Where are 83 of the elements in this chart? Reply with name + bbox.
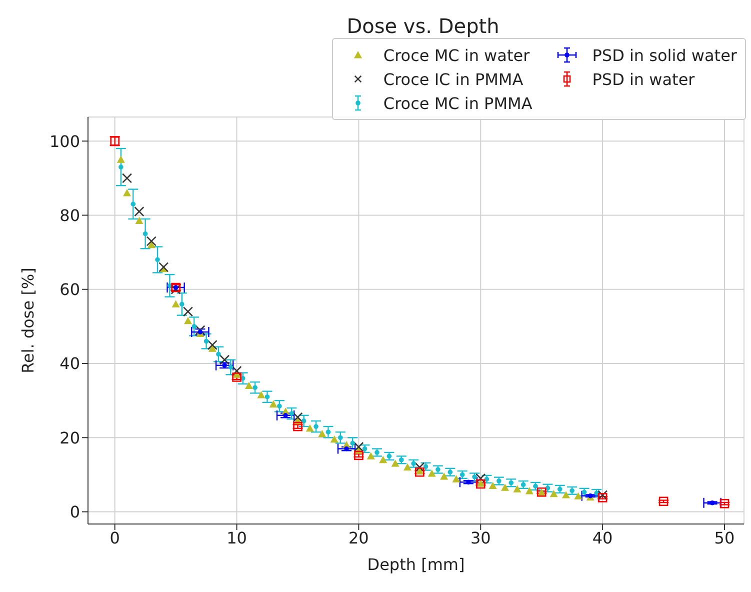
point [574,492,582,500]
point [289,411,294,416]
point [184,316,192,324]
point [172,300,180,308]
point [306,424,314,432]
point [257,391,266,398]
point [354,450,364,460]
x-tick-label: 0 [110,528,120,548]
legend-label: Croce IC in PMMA [383,70,524,88]
point [354,442,364,452]
y-tick-label: 0 [70,502,80,522]
point [476,473,486,484]
y-tick-label: 40 [60,354,80,374]
point [403,463,412,470]
point [207,340,218,350]
point [513,485,522,492]
point [330,435,338,443]
point [598,493,608,502]
y-tick-label: 100 [49,132,80,151]
point [277,404,282,409]
point [366,452,375,460]
point [135,216,144,224]
point [562,491,570,498]
point [146,236,156,246]
point [116,156,125,163]
x-tick-label: 20 [348,528,369,548]
point [326,430,331,434]
point [204,338,209,344]
point [158,262,169,272]
y-tick-label: 20 [60,428,80,448]
point [195,325,206,336]
point [228,364,234,370]
point [720,498,730,508]
legend-label: PSD in water [592,70,695,88]
point [123,188,132,196]
x-tick-label: 30 [470,528,491,548]
point [179,302,184,307]
point [264,394,270,400]
point [130,202,136,207]
point [338,435,343,440]
point [488,482,497,490]
point [244,382,253,389]
point [501,484,510,491]
point [318,430,326,438]
point [142,231,148,236]
point [428,470,436,477]
point [155,257,160,262]
x-tick-label: 50 [714,528,735,548]
point [292,412,303,422]
point [118,164,124,170]
point [122,173,132,184]
y-tick-label: 60 [60,280,80,300]
legend-label: PSD in solid water [592,46,737,64]
point [598,490,608,500]
chart-title: Dose vs. Depth [346,14,500,38]
point [182,306,194,317]
point [440,472,448,480]
legend-label: Croce MC in PMMA [383,94,532,112]
point [314,424,318,429]
legend-label: Croce MC in water [383,46,530,64]
y-tick-label: 80 [60,206,80,225]
point [134,206,144,217]
point [269,400,278,408]
point [350,440,355,446]
x-axis-title: Depth [mm] [367,555,465,574]
point [525,487,534,494]
y-axis-title: Rel. dose [%] [18,268,38,374]
x-tick-label: 10 [226,528,247,548]
x-tick-label: 40 [592,528,613,548]
point [220,354,230,365]
point [216,352,221,357]
point [414,462,425,472]
point [232,366,242,376]
point [252,385,258,390]
point [301,418,306,424]
point [379,456,388,464]
point [293,422,302,432]
point [550,490,558,498]
point [452,475,460,482]
point [192,324,196,329]
point [658,496,668,506]
point [415,467,424,477]
point [391,460,400,467]
